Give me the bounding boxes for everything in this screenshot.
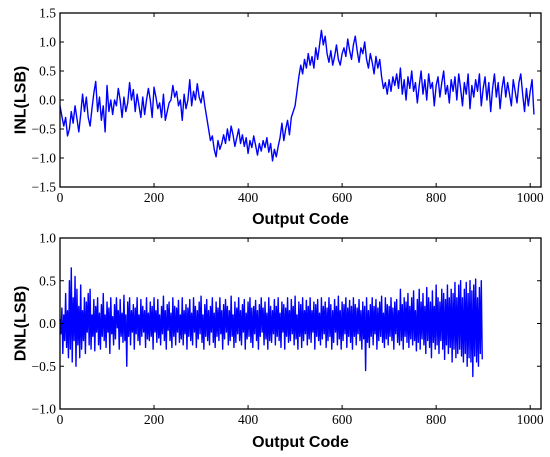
inl-y-tick-label: 1.5 — [39, 6, 56, 21]
inl-y-tick-label: −1.5 — [32, 180, 57, 195]
inl-series-group — [59, 29, 535, 162]
dnl-y-tick-label: 0.5 — [39, 273, 56, 288]
dnl-x-axis-title: Output Code — [252, 434, 349, 451]
inl-y-axis-title: INL(LSB) — [13, 66, 30, 134]
dnl-y-tick-label: −1.0 — [32, 402, 57, 417]
dnl-series-group — [59, 267, 483, 378]
inl-x-tick-label: 400 — [238, 190, 259, 205]
inl-y-tick-label: −1.0 — [32, 151, 57, 166]
inl-x-axis-ticks: 0 200 400 600 800 1000 — [57, 13, 544, 205]
dnl-y-axis-ticks: −1.0 −0.5 0.0 0.5 1.0 — [32, 231, 541, 417]
inl-x-axis-title: Output Code — [252, 211, 349, 228]
inl-y-tick-label: −0.5 — [32, 122, 57, 137]
dnl-y-tick-label: 0.0 — [39, 316, 56, 331]
dnl-x-tick-label: 600 — [332, 412, 353, 427]
inl-y-tick-label: 1.0 — [39, 35, 56, 50]
dnl-x-tick-label: 1000 — [517, 412, 544, 427]
inl-y-tick-label: 0.5 — [39, 64, 56, 79]
dnl-x-tick-label: 200 — [144, 412, 165, 427]
inl-y-tick-label: 0.0 — [39, 93, 56, 108]
dnl-y-tick-label: 1.0 — [39, 231, 56, 246]
dnl-x-tick-label: 0 — [57, 412, 64, 427]
inl-x-tick-label: 1000 — [517, 190, 544, 205]
inl-series-line — [59, 29, 535, 162]
dnl-y-axis-title: DNL(LSB) — [13, 286, 30, 362]
dnl-x-tick-label: 400 — [238, 412, 259, 427]
dnl-y-tick-label: −0.5 — [32, 359, 57, 374]
dnl-x-tick-label: 800 — [426, 412, 447, 427]
dnl-x-axis-ticks: 0 200 400 600 800 1000 — [57, 238, 544, 427]
inl-x-tick-label: 200 — [144, 190, 165, 205]
inl-x-tick-label: 800 — [426, 190, 447, 205]
inl-x-tick-label: 600 — [332, 190, 353, 205]
inl-x-tick-label: 0 — [57, 190, 64, 205]
dnl-series-line — [59, 267, 483, 378]
dnl-plot: 0 200 400 600 800 1000 −1.0 −0.5 0.0 0.5 1.0 Outp… — [13, 231, 544, 452]
inl-y-axis-ticks: −1.5 −1.0 −0.5 0.0 0.5 1.0 1.5 — [32, 6, 541, 195]
inl-plot: 0 200 400 600 800 1000 −1.5 −1.0 −0.5 0.0 0.5 1.0 1… — [13, 6, 544, 229]
